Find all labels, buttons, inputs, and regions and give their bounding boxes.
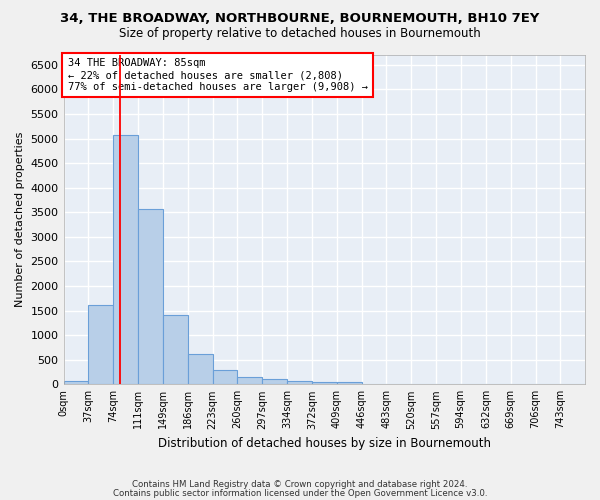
Text: Contains HM Land Registry data © Crown copyright and database right 2024.: Contains HM Land Registry data © Crown c…: [132, 480, 468, 489]
Bar: [312, 382, 337, 384]
X-axis label: Distribution of detached houses by size in Bournemouth: Distribution of detached houses by size …: [158, 437, 491, 450]
Text: 34 THE BROADWAY: 85sqm
← 22% of detached houses are smaller (2,808)
77% of semi-: 34 THE BROADWAY: 85sqm ← 22% of detached…: [68, 58, 368, 92]
Bar: [88, 304, 113, 384]
Bar: [337, 382, 362, 384]
Bar: [138, 209, 163, 384]
Bar: [262, 380, 287, 384]
Text: Size of property relative to detached houses in Bournemouth: Size of property relative to detached ho…: [119, 28, 481, 40]
Bar: [113, 135, 138, 384]
Bar: [64, 382, 88, 384]
Text: 34, THE BROADWAY, NORTHBOURNE, BOURNEMOUTH, BH10 7EY: 34, THE BROADWAY, NORTHBOURNE, BOURNEMOU…: [61, 12, 539, 26]
Text: Contains public sector information licensed under the Open Government Licence v3: Contains public sector information licen…: [113, 488, 487, 498]
Bar: [238, 378, 262, 384]
Bar: [212, 370, 238, 384]
Bar: [188, 354, 212, 384]
Bar: [163, 315, 188, 384]
Y-axis label: Number of detached properties: Number of detached properties: [15, 132, 25, 308]
Bar: [287, 380, 312, 384]
